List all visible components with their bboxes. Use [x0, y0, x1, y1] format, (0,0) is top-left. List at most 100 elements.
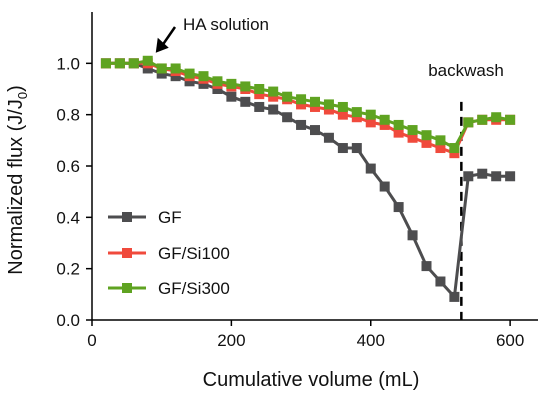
data-point [323, 99, 334, 110]
legend-label: GF/Si300 [158, 279, 230, 298]
plot-area: 0 200 400 600 0.0 0.2 0.4 0.6 0.8 1.0 [56, 12, 538, 350]
legend-item: GF/Si100 [108, 244, 230, 263]
data-point [254, 89, 265, 100]
data-point [282, 91, 293, 102]
data-point [351, 112, 362, 123]
data-point [407, 230, 418, 241]
data-point [198, 78, 209, 89]
y-axis-title-main: Normalized flux (J/J [5, 99, 27, 275]
y-axis-title-suffix: ) [5, 85, 27, 92]
data-point [268, 91, 279, 102]
data-point [323, 104, 334, 115]
data-point [365, 109, 376, 120]
x-tick-label: 600 [496, 331, 524, 350]
data-point [170, 71, 181, 82]
data-point [254, 84, 265, 94]
backwash-label: backwash [428, 61, 504, 80]
legend: GF GF/Si100 GF/Si300 [108, 208, 230, 298]
y-tick-label: 1.0 [56, 54, 80, 73]
data-point [226, 78, 237, 89]
data-point [379, 181, 390, 192]
y-tick-label: 0.6 [56, 157, 80, 176]
ha-solution-arrowhead-icon [155, 37, 169, 53]
data-point [296, 99, 307, 110]
ha-solution-arrow-icon [161, 26, 177, 46]
y-tick-label: 0.0 [56, 311, 80, 330]
data-point [393, 127, 404, 138]
x-tick-label: 200 [217, 331, 245, 350]
y-axis-title: Normalized flux (J/J0) [5, 85, 30, 275]
data-point [100, 58, 111, 69]
legend-label: GF/Si100 [158, 244, 230, 263]
data-point [435, 143, 446, 154]
data-point [421, 137, 432, 148]
data-point [310, 125, 320, 136]
data-point [365, 117, 376, 128]
ha-solution-annotation: HA solution [155, 15, 269, 53]
y-ticks: 0.0 0.2 0.4 0.6 0.8 1.0 [56, 54, 92, 330]
data-point [282, 112, 293, 123]
data-point [337, 101, 348, 112]
legend-marker [122, 248, 132, 258]
y-tick-label: 0.8 [56, 106, 80, 125]
data-point [491, 171, 502, 182]
data-point [142, 55, 153, 66]
data-point [407, 125, 418, 136]
data-point [379, 119, 390, 130]
data-point [407, 132, 418, 143]
data-point [393, 119, 404, 130]
data-point [435, 276, 446, 287]
data-point [226, 91, 237, 102]
data-point [240, 81, 251, 92]
data-point [505, 114, 516, 125]
data-point [240, 96, 251, 107]
data-point [114, 58, 125, 69]
data-point [212, 76, 223, 87]
x-ticks: 0 200 400 600 [87, 320, 524, 350]
data-point [365, 163, 376, 174]
data-point [421, 130, 432, 141]
data-point [505, 171, 516, 182]
data-point [310, 96, 320, 107]
data-point [449, 143, 460, 154]
data-point [156, 68, 167, 79]
ha-solution-label: HA solution [183, 15, 269, 34]
data-point [323, 132, 334, 143]
y-axis-title-subscript: 0 [15, 92, 30, 99]
data-point [477, 168, 488, 179]
data-point [268, 86, 279, 97]
data-point [449, 291, 460, 302]
data-point [296, 94, 307, 105]
data-point [463, 171, 474, 182]
data-point [170, 63, 181, 74]
x-axis-title: Cumulative volume (mL) [203, 369, 420, 391]
data-point [477, 114, 488, 125]
data-point [491, 112, 502, 123]
data-point [351, 143, 362, 154]
data-point [351, 107, 362, 118]
series-gf-si300 [100, 55, 516, 154]
data-point [449, 148, 460, 159]
data-point [296, 119, 307, 130]
y-tick-label: 0.4 [56, 208, 80, 227]
data-point [421, 261, 432, 272]
series-gf [100, 58, 516, 302]
data-point [254, 101, 265, 112]
data-point [337, 109, 348, 120]
data-point [156, 63, 167, 74]
data-point [393, 202, 404, 213]
data-point [310, 101, 320, 112]
legend-marker [122, 283, 132, 293]
data-point [463, 117, 474, 128]
x-tick-label: 0 [87, 331, 96, 350]
series-layer [100, 55, 516, 302]
data-point [268, 104, 279, 115]
data-point [142, 63, 153, 74]
data-point [184, 76, 195, 87]
legend-marker [122, 212, 132, 222]
legend-label: GF [158, 208, 182, 227]
data-point [435, 135, 446, 146]
data-point [198, 71, 209, 82]
legend-item: GF [108, 208, 182, 227]
